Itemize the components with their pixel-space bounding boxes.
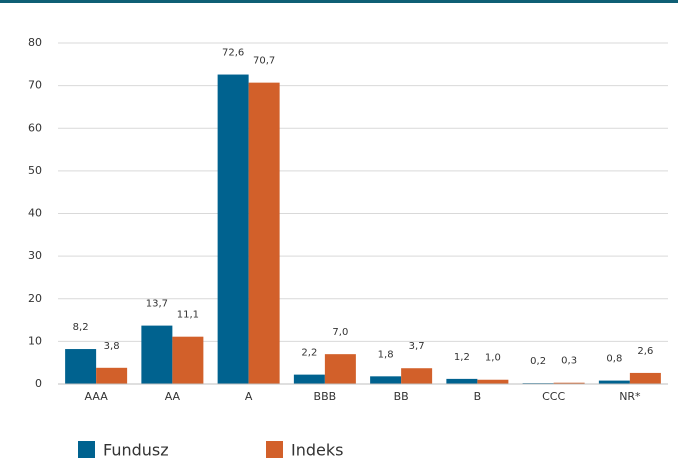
value-label: 13,7 <box>146 299 168 310</box>
bar <box>65 349 97 384</box>
legend-swatch <box>78 441 95 458</box>
x-tick-label: NR* <box>619 390 641 403</box>
bar <box>629 372 661 384</box>
y-tick-label: 60 <box>28 121 42 134</box>
value-label: 1,2 <box>454 352 470 363</box>
y-tick-label: 70 <box>28 79 42 92</box>
value-label: 11,1 <box>177 310 199 321</box>
bar <box>96 367 128 384</box>
value-label: 72,6 <box>222 48 244 59</box>
value-label: 1,0 <box>485 353 501 364</box>
bar <box>248 82 280 385</box>
y-tick-label: 10 <box>28 334 42 347</box>
bar <box>172 336 204 384</box>
top-border <box>0 0 678 3</box>
x-tick-label: AA <box>165 390 181 403</box>
legend-swatch <box>266 441 283 458</box>
x-tick-label: BBB <box>314 390 337 403</box>
x-tick-label: BB <box>394 390 409 403</box>
bar <box>324 354 356 384</box>
y-tick-label: 40 <box>28 207 42 220</box>
value-label: 0,2 <box>530 356 546 367</box>
bar <box>446 378 478 384</box>
x-tick-label: A <box>245 390 253 403</box>
value-label: 1,8 <box>378 349 394 360</box>
y-tick-label: 80 <box>28 36 42 49</box>
legend-text: Fundusz <box>103 441 169 460</box>
bar <box>477 379 509 384</box>
y-tick-label: 0 <box>35 377 42 390</box>
value-label: 7,0 <box>332 327 348 338</box>
value-label: 0,3 <box>561 356 577 367</box>
value-label: 0,8 <box>606 354 622 365</box>
y-tick-label: 20 <box>28 292 42 305</box>
bar <box>553 382 585 384</box>
value-label: 3,7 <box>409 341 425 352</box>
y-tick-label: 30 <box>28 249 42 262</box>
bar <box>401 368 433 384</box>
bar <box>141 325 173 384</box>
bar <box>370 376 402 384</box>
bar <box>598 380 630 384</box>
y-tick-label: 50 <box>28 164 42 177</box>
x-tick-label: B <box>474 390 482 403</box>
bar <box>293 374 325 384</box>
value-label: 70,7 <box>253 56 275 67</box>
bar <box>217 74 249 384</box>
value-label: 2,2 <box>301 348 317 359</box>
x-tick-label: CCC <box>542 390 565 403</box>
x-tick-label: AAA <box>85 390 109 403</box>
value-label: 3,8 <box>104 341 120 352</box>
value-label: 2,6 <box>637 346 653 357</box>
legend-text: Indeks <box>291 441 343 460</box>
value-label: 8,2 <box>73 322 89 333</box>
